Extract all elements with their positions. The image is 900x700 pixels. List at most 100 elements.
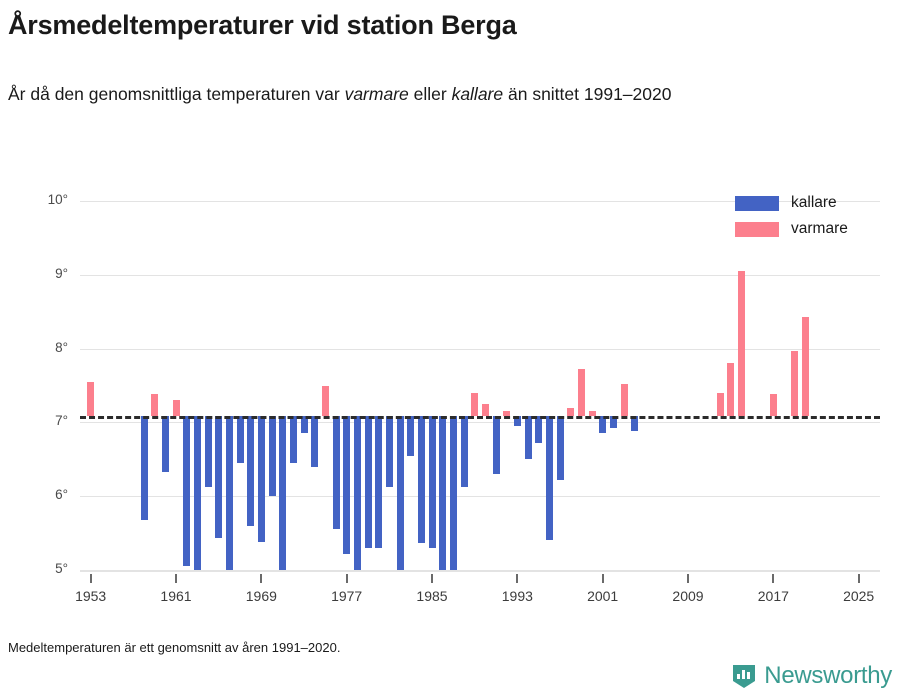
chart-bar[interactable] bbox=[364, 416, 372, 548]
legend-item-kallare[interactable]: kallare bbox=[735, 190, 848, 216]
x-axis-tick-label: 1969 bbox=[245, 588, 277, 604]
chart-bar[interactable] bbox=[449, 416, 457, 570]
chart-bar[interactable] bbox=[791, 350, 799, 417]
chart-footnote: Medeltemperaturen är ett genomsnitt av å… bbox=[8, 640, 341, 655]
chart-bar[interactable] bbox=[545, 416, 553, 540]
chart-bar[interactable] bbox=[620, 384, 628, 417]
chart-bar[interactable] bbox=[524, 416, 532, 460]
chart-bar[interactable] bbox=[492, 416, 500, 475]
subtitle-emphasis-warmer: varmare bbox=[344, 84, 409, 104]
chart-bar[interactable] bbox=[268, 416, 276, 497]
bar-chart-pin-icon bbox=[731, 663, 757, 689]
y-axis-tick-label: 8° bbox=[55, 339, 68, 355]
baseline-reference-line bbox=[80, 416, 880, 420]
chart-bar[interactable] bbox=[183, 416, 191, 567]
chart-bar[interactable] bbox=[471, 392, 479, 417]
x-axis-line bbox=[80, 570, 880, 572]
legend-item-varmare[interactable]: varmare bbox=[735, 216, 848, 242]
gridline bbox=[80, 496, 880, 498]
chart-bar[interactable] bbox=[225, 416, 233, 570]
x-axis-tick bbox=[89, 574, 92, 583]
chart-bar[interactable] bbox=[567, 407, 575, 417]
x-axis-tick bbox=[601, 574, 604, 583]
chart-bar[interactable] bbox=[727, 362, 735, 417]
chart-bar[interactable] bbox=[609, 416, 617, 429]
chart-bar[interactable] bbox=[151, 394, 159, 417]
chart-bar[interactable] bbox=[535, 416, 543, 444]
chart-bar[interactable] bbox=[375, 416, 383, 548]
chart-bar[interactable] bbox=[172, 400, 180, 417]
chart-bar[interactable] bbox=[556, 416, 564, 480]
chart-bar[interactable] bbox=[428, 416, 436, 548]
chart-bar[interactable] bbox=[716, 392, 724, 417]
x-axis-tick-label: 1961 bbox=[160, 588, 192, 604]
y-axis-tick-label: 5° bbox=[55, 561, 68, 576]
legend-swatch-icon-kallare bbox=[735, 195, 779, 211]
x-axis-tick-label: 2001 bbox=[587, 588, 619, 604]
y-axis-tick-label: 10° bbox=[47, 192, 68, 207]
chart-bar[interactable] bbox=[279, 416, 287, 570]
brand-logo: Newsworthy bbox=[731, 662, 892, 690]
x-axis-tick bbox=[431, 574, 433, 583]
subtitle-text-3: än snittet 1991–2020 bbox=[503, 84, 672, 104]
chart-bar[interactable] bbox=[193, 416, 201, 570]
chart-bar[interactable] bbox=[577, 369, 585, 417]
chart-bar[interactable] bbox=[257, 416, 265, 542]
x-axis-tick-label: 2009 bbox=[672, 588, 704, 604]
chart-bar[interactable] bbox=[385, 416, 393, 488]
chart-bar[interactable] bbox=[321, 385, 329, 417]
gridline bbox=[80, 348, 880, 350]
chart-bar[interactable] bbox=[407, 416, 415, 456]
chart-bar[interactable] bbox=[588, 411, 596, 417]
chart-bar[interactable] bbox=[513, 416, 521, 427]
chart-bar[interactable] bbox=[87, 381, 95, 417]
chart-bar[interactable] bbox=[396, 416, 404, 570]
brand-name: Newsworthy bbox=[764, 662, 892, 689]
chart-bar[interactable] bbox=[140, 416, 148, 520]
x-axis-tick bbox=[857, 574, 860, 583]
chart-bar[interactable] bbox=[417, 416, 425, 543]
chart-bar[interactable] bbox=[769, 394, 777, 417]
chart-bar[interactable] bbox=[737, 271, 745, 417]
chart-bar[interactable] bbox=[247, 416, 255, 526]
chart-bar[interactable] bbox=[801, 316, 809, 417]
legend-swatch-icon-varmare bbox=[735, 221, 779, 237]
x-axis-tick-label: 2017 bbox=[757, 588, 789, 604]
chart-bar[interactable] bbox=[215, 416, 223, 539]
chart-bar[interactable] bbox=[439, 416, 447, 570]
y-axis-tick-label: 9° bbox=[55, 265, 68, 281]
subtitle-text-1: År då den genomsnittliga temperaturen va… bbox=[8, 84, 345, 104]
x-axis-tick bbox=[260, 574, 263, 583]
subtitle-text-2: eller bbox=[408, 84, 452, 104]
chart-bar[interactable] bbox=[481, 403, 489, 417]
x-axis-tick-label: 1953 bbox=[75, 588, 107, 604]
chart-bar[interactable] bbox=[599, 416, 607, 434]
gridline bbox=[80, 422, 880, 424]
page-title: Årsmedeltemperaturer vid station Berga bbox=[8, 10, 517, 40]
chart-bar[interactable] bbox=[289, 416, 297, 463]
chart-bar[interactable] bbox=[236, 416, 244, 463]
chart-bar[interactable] bbox=[300, 416, 308, 434]
chart-bar[interactable] bbox=[204, 416, 212, 488]
x-axis-tick bbox=[175, 574, 177, 583]
chart-bar[interactable] bbox=[460, 416, 468, 488]
chart-subtitle: År då den genomsnittliga temperaturen va… bbox=[8, 80, 848, 109]
legend-label-kallare: kallare bbox=[791, 194, 837, 211]
x-axis-tick-label: 1977 bbox=[331, 588, 363, 604]
chart-bar[interactable] bbox=[353, 416, 361, 570]
chart-bar[interactable] bbox=[311, 416, 319, 467]
x-axis-tick bbox=[345, 574, 348, 583]
chart-bar[interactable] bbox=[503, 411, 511, 417]
chart-bar[interactable] bbox=[631, 416, 639, 432]
chart-bar[interactable] bbox=[343, 416, 351, 554]
y-axis-tick-label: 7° bbox=[55, 413, 68, 429]
gridline bbox=[80, 274, 880, 276]
chart-bar[interactable] bbox=[332, 416, 340, 530]
y-axis-tick-label: 6° bbox=[55, 487, 68, 503]
subtitle-emphasis-colder: kallare bbox=[451, 84, 504, 104]
x-axis-tick bbox=[772, 574, 775, 583]
legend-label-varmare: varmare bbox=[791, 220, 848, 237]
chart-bar[interactable] bbox=[161, 416, 169, 472]
